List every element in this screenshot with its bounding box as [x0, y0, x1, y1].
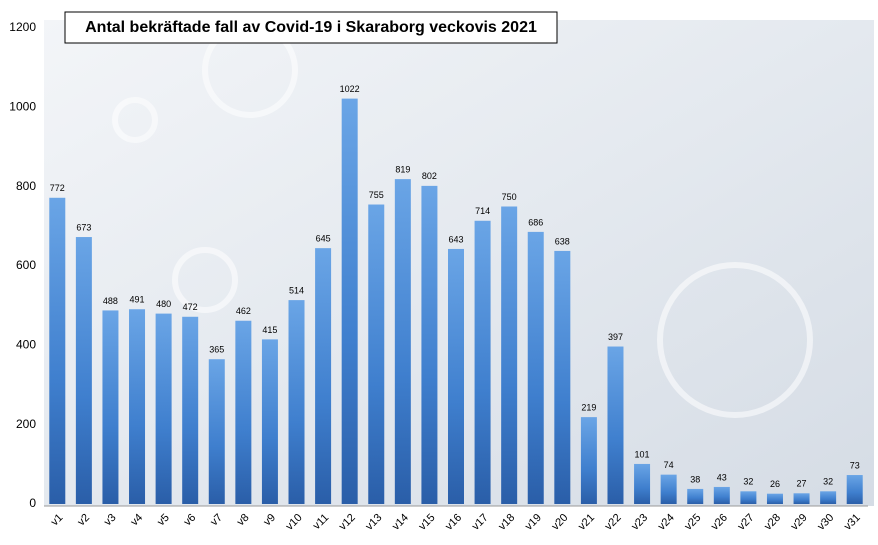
bar [261, 339, 278, 504]
y-tick-label: 200 [16, 417, 36, 431]
bar [421, 185, 438, 504]
data-label: 1022 [340, 84, 360, 94]
title-box [64, 11, 558, 44]
bar [75, 237, 92, 504]
data-label: 101 [635, 449, 650, 459]
data-label: 802 [422, 171, 437, 181]
data-label: 43 [717, 472, 727, 482]
bar [182, 316, 199, 504]
data-label: 645 [316, 234, 331, 244]
bar [129, 309, 146, 504]
bar [820, 491, 837, 504]
bar [687, 488, 704, 504]
data-label: 219 [581, 403, 596, 413]
data-label: 772 [50, 183, 65, 193]
bar [474, 220, 491, 504]
y-tick-label: 400 [16, 338, 36, 352]
bar [315, 248, 332, 504]
bar [448, 248, 464, 504]
bar [49, 197, 66, 505]
data-label: 73 [850, 460, 860, 470]
bar [368, 204, 385, 504]
bar [766, 493, 783, 504]
bar [634, 463, 651, 504]
data-label: 32 [743, 477, 753, 487]
bar [102, 310, 119, 504]
bar [394, 179, 411, 504]
data-label: 686 [528, 217, 543, 227]
data-label: 491 [130, 295, 145, 305]
bar [580, 417, 597, 504]
data-label: 638 [555, 236, 570, 246]
data-label: 480 [156, 299, 171, 309]
data-label: 462 [236, 306, 251, 316]
bar [155, 313, 172, 504]
data-label: 74 [664, 460, 674, 470]
data-label: 32 [823, 477, 833, 487]
data-label: 643 [448, 234, 463, 244]
data-label: 365 [209, 345, 224, 355]
data-label: 415 [262, 325, 277, 335]
data-label: 397 [608, 332, 623, 342]
chart-title: Antal bekräftade fall av Covid-19 i Skar… [85, 19, 537, 36]
bar [793, 493, 810, 504]
bar [554, 250, 571, 504]
bar [208, 359, 225, 504]
bar [527, 231, 544, 505]
bar [846, 475, 863, 504]
data-label: 514 [289, 285, 304, 295]
bar [235, 320, 252, 504]
data-label: 27 [797, 479, 807, 489]
y-tick-label: 800 [16, 179, 36, 193]
data-label: 38 [690, 474, 700, 484]
bar [501, 206, 518, 504]
data-label: 750 [502, 192, 517, 202]
y-tick-label: 1200 [9, 20, 36, 34]
y-tick-label: 600 [16, 258, 36, 272]
bar [740, 491, 757, 504]
bar [288, 300, 305, 504]
bar [713, 486, 730, 504]
bar [607, 346, 624, 504]
virus-decor [112, 22, 813, 418]
data-label: 472 [183, 302, 198, 312]
bar [341, 98, 358, 505]
data-label: 755 [369, 190, 384, 200]
data-label: 488 [103, 296, 118, 306]
data-label: 26 [770, 479, 780, 489]
y-tick-label: 0 [29, 496, 36, 510]
bar [660, 474, 677, 504]
data-label: 714 [475, 206, 490, 216]
y-tick-label: 1000 [9, 100, 36, 114]
data-label: 673 [76, 222, 91, 232]
data-label: 819 [395, 165, 410, 175]
